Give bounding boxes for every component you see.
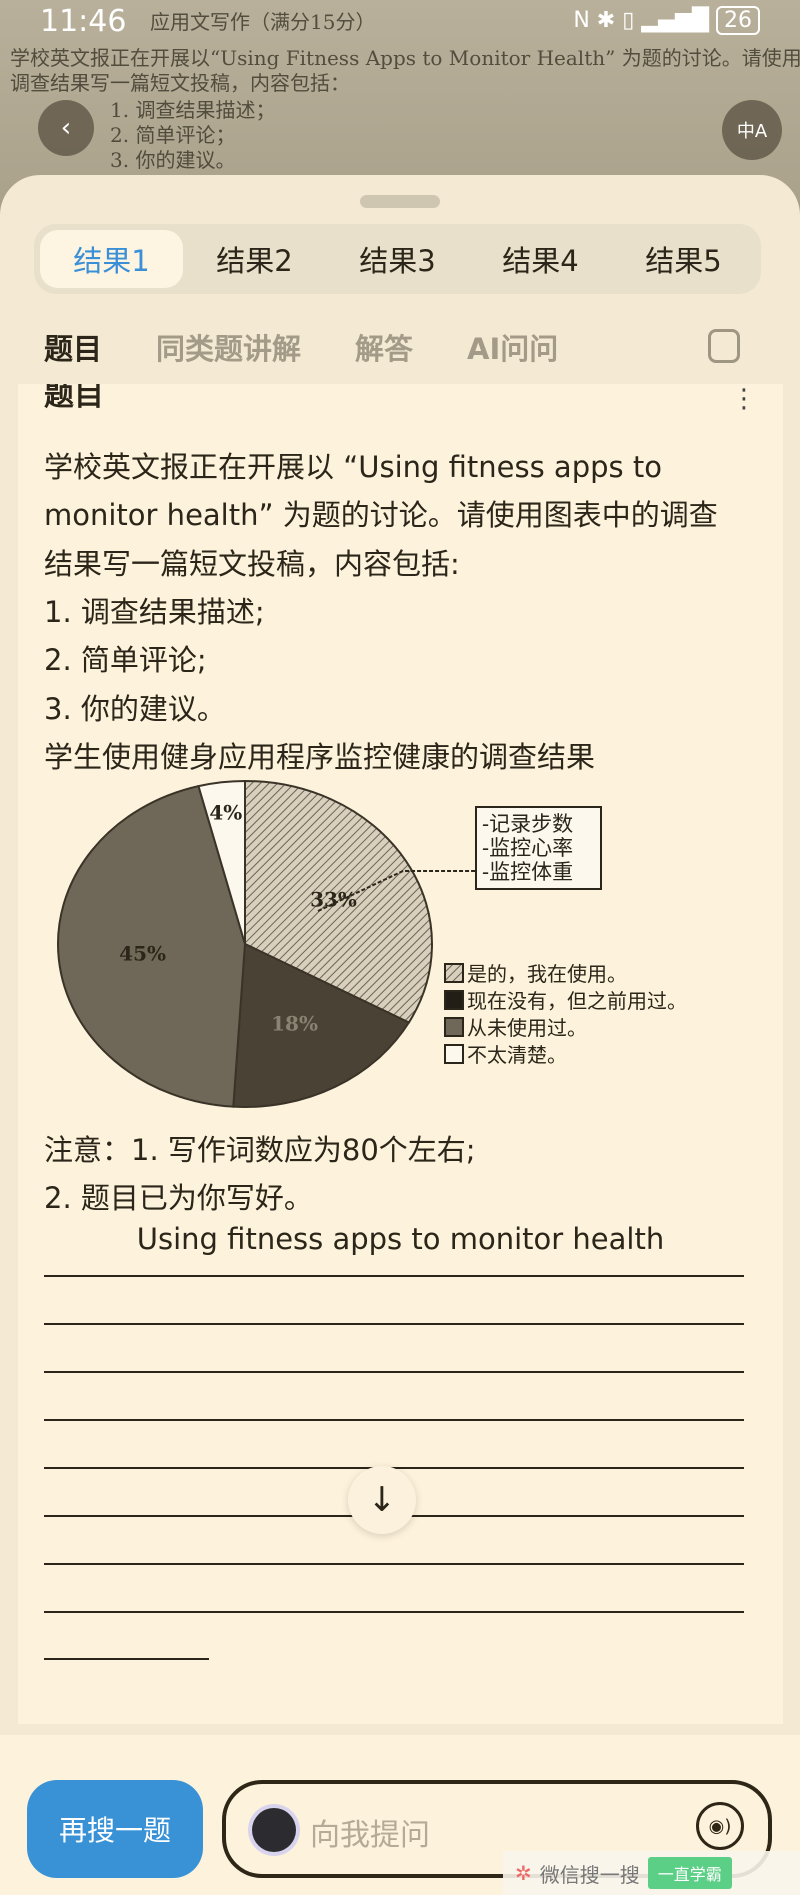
scroll-down-button[interactable]: ↓ <box>348 1466 416 1534</box>
callout-item: -监控体重 <box>482 860 573 884</box>
tab-result-5[interactable]: 结果5 <box>645 244 722 278</box>
photo-text: 应用文写作（满分15分） <box>150 10 376 34</box>
answer-line <box>44 1419 744 1421</box>
note-line: 2. 题目已为你写好。 <box>44 1181 313 1215</box>
card-heading: 题目 <box>44 384 104 413</box>
callout-item: -监控心率 <box>482 836 573 860</box>
pie-slice-in-use <box>244 779 433 1024</box>
question-line: 结果写一篇短文投稿，内容包括: <box>44 547 460 581</box>
search-again-button[interactable]: 再搜一题 <box>27 1780 203 1878</box>
legend-swatch <box>444 963 464 983</box>
background-photo: 应用文写作（满分15分） 学校英文报正在开展以“Using Fitness Ap… <box>0 0 800 200</box>
tab-answer[interactable]: 解答 <box>355 332 414 366</box>
legend-item: 是的，我在使用。 <box>467 962 627 986</box>
pie-chart: 33% 18% 45% 4% -记录步数-监控心率-监控体重是的，我在使用。现在没有，但… <box>57 779 687 1108</box>
question-line: 3. 你的建议。 <box>44 692 226 726</box>
answer-line <box>44 1658 209 1660</box>
status-bar: 11:46 N ✱ ▯ ▂▄▆█ 26 <box>40 4 760 44</box>
robot-avatar-icon <box>252 1808 296 1852</box>
pie-slice-used-before <box>232 942 411 1108</box>
watermark-text: 微信搜一搜 <box>539 1862 640 1887</box>
slice-label: 18% <box>271 1012 318 1036</box>
note-line: 注意：1. 写作词数应为80个左右; <box>44 1133 476 1167</box>
photo-text: 调查结果写一篇短文投稿，内容包括： <box>10 71 350 95</box>
results-sheet: 结果1 结果2 结果3 结果4 结果5 题目 同类题讲解 解答 AI问问 题目 … <box>0 175 800 1895</box>
result-tabs: 结果1 结果2 结果3 结果4 结果5 <box>34 224 761 294</box>
ask-placeholder: 向我提问 <box>310 1818 430 1853</box>
legend-swatch <box>444 990 464 1010</box>
ask-input[interactable]: 向我提问 ◉) <box>222 1780 772 1878</box>
legend-swatch <box>444 1044 464 1064</box>
legend-item: 不太清楚。 <box>467 1043 567 1067</box>
question-line: 学校英文报正在开展以 “Using fitness apps to <box>44 450 662 484</box>
clock: 11:46 <box>40 4 127 39</box>
tab-result-4[interactable]: 结果4 <box>502 244 579 278</box>
slice-label: 45% <box>119 941 166 965</box>
pie-slice-never-used <box>57 784 247 1108</box>
watermark: ✲ 微信搜一搜 一直学霸 <box>503 1851 800 1895</box>
more-icon[interactable]: ⋮ <box>731 384 757 414</box>
callout-box <box>475 806 602 890</box>
tab-result-1[interactable]: 结果1 <box>40 230 183 288</box>
translate-button[interactable]: 中A <box>722 100 782 160</box>
share-icon[interactable] <box>708 329 740 363</box>
tab-result-3[interactable]: 结果3 <box>359 244 436 278</box>
essay-title: Using fitness apps to monitor health <box>136 1222 665 1256</box>
legend-item: 从未使用过。 <box>467 1016 587 1040</box>
answer-line <box>44 1563 744 1565</box>
callout-line <box>317 870 476 912</box>
tab-ai-ask[interactable]: AI问问 <box>467 332 559 366</box>
photo-text: 2. 简单评论； <box>110 123 236 147</box>
question-line: monitor health” 为题的讨论。请使用图表中的调查 <box>44 498 718 532</box>
legend-item: 现在没有，但之前用过。 <box>467 989 687 1013</box>
slice-label: 4% <box>209 800 242 824</box>
callout-item: -记录步数 <box>482 812 573 836</box>
translate-icon: 中A <box>736 121 768 142</box>
arrow-down-icon: ↓ <box>367 1480 397 1520</box>
photo-text: 学校英文报正在开展以“Using Fitness Apps to Monitor… <box>10 46 800 70</box>
slice-label: 33% <box>310 887 357 911</box>
answer-line <box>44 1371 744 1373</box>
answer-line <box>44 1275 744 1277</box>
tab-similar[interactable]: 同类题讲解 <box>156 332 302 366</box>
tab-question[interactable]: 题目 <box>44 332 103 366</box>
watermark-search: 一直学霸 <box>647 1857 732 1889</box>
back-button[interactable]: ‹ <box>38 100 94 156</box>
battery-level: 26 <box>716 6 760 35</box>
legend-swatch <box>444 1017 464 1037</box>
photo-text: 1. 调查结果描述； <box>110 98 276 122</box>
voice-icon[interactable]: ◉) <box>696 1802 744 1850</box>
question-line: 2. 简单评论; <box>44 643 207 677</box>
question-line: 1. 调查结果描述; <box>44 595 265 629</box>
status-icons: N ✱ ▯ ▂▄▆█ 26 <box>573 6 760 35</box>
photo-text: 3. 你的建议。 <box>110 148 236 172</box>
chevron-left-icon: ‹ <box>60 113 72 143</box>
answer-line <box>44 1611 744 1613</box>
section-tabs: 题目 同类题讲解 解答 AI问问 <box>44 325 770 369</box>
tab-result-2[interactable]: 结果2 <box>216 244 293 278</box>
pie-slice-not-sure <box>197 779 246 945</box>
chart-title: 学生使用健身应用程序监控健康的调查结果 <box>44 740 596 774</box>
wechat-search-icon: ✲ <box>515 1861 532 1885</box>
drag-handle[interactable] <box>360 195 440 208</box>
answer-line <box>44 1323 744 1325</box>
